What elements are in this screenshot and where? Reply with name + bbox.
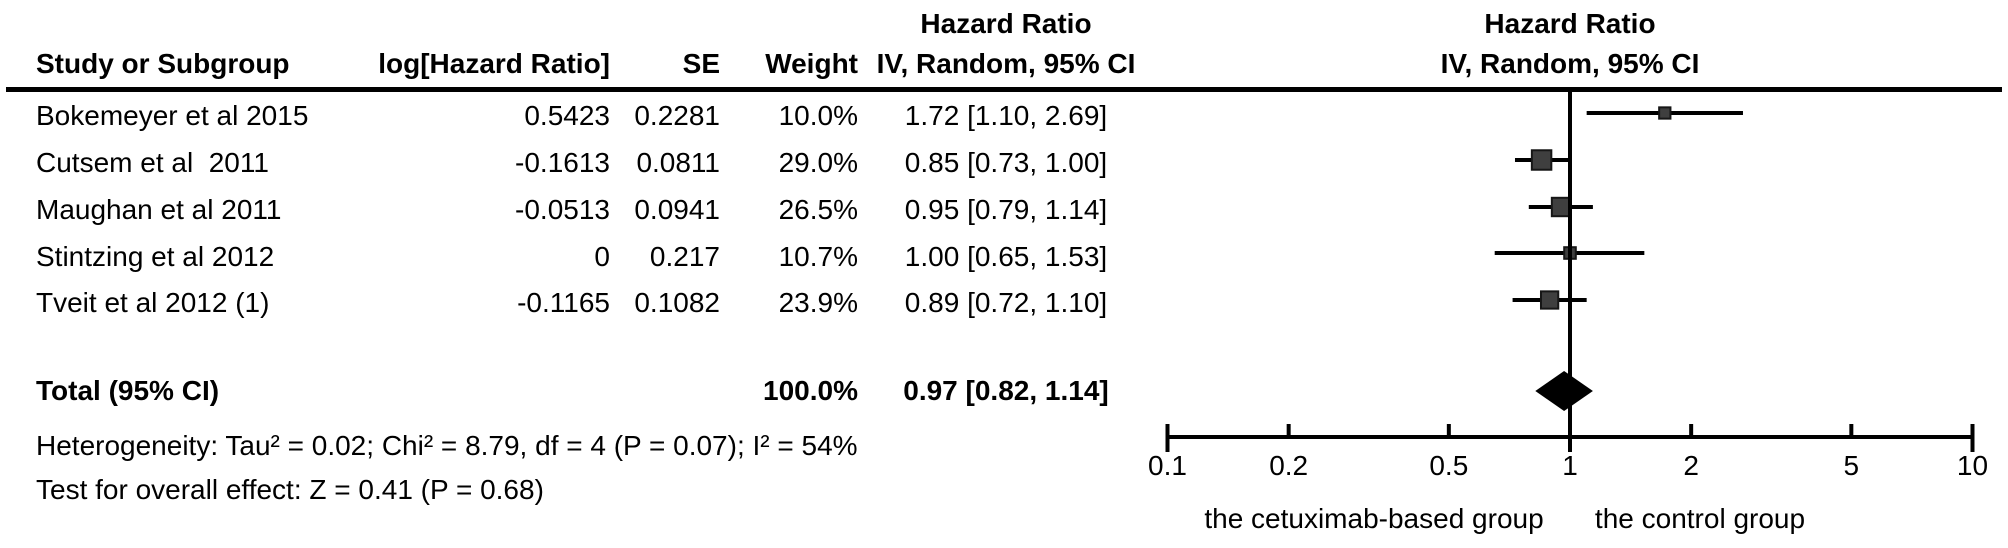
total-label: Total (95% CI): [36, 375, 220, 406]
weight-value: 10.0%: [778, 100, 858, 131]
hr-ci-value: 1.72 [1.10, 2.69]: [904, 100, 1108, 131]
total-weight: 100.0%: [763, 375, 858, 406]
hr-ci-value: 0.89 [0.72, 1.10]: [904, 287, 1108, 318]
log-hr-value: 0.5423: [524, 100, 610, 131]
total-hr-ci: 0.97 [0.82, 1.14]: [903, 375, 1109, 406]
table-effect-title: Hazard Ratio: [920, 8, 1092, 39]
col-header-weight: Weight: [765, 48, 858, 79]
log-hr-value: -0.1613: [515, 147, 610, 178]
favours-right-label: the control group: [1594, 503, 1806, 534]
axis-tick-label: 2: [1683, 450, 1699, 481]
summary-diamond: [1535, 371, 1593, 411]
axis-tick-label: 0.5: [1429, 450, 1469, 481]
study-name: Maughan et al 2011: [36, 194, 282, 225]
se-value: 0.2281: [634, 100, 720, 131]
plot-effect-title: Hazard Ratio: [1484, 8, 1656, 39]
header-rule: [6, 87, 2002, 92]
effect-square: [1550, 196, 1572, 218]
overall-effect-test: Test for overall effect: Z = 0.41 (P = 0…: [36, 474, 544, 505]
col-header-se: SE: [682, 48, 720, 79]
se-value: 0.0811: [636, 147, 720, 178]
hr-ci-value: 1.00 [0.65, 1.53]: [904, 241, 1108, 272]
weight-value: 26.5%: [778, 194, 858, 225]
effect-square: [1530, 149, 1553, 171]
axis-tick-label: 10: [1956, 450, 1989, 481]
axis-tick-label: 0.2: [1269, 450, 1309, 481]
plot-header-method: IV, Random, 95% CI: [1440, 48, 1700, 79]
favours-left-label: the cetuximab-based group: [1204, 503, 1544, 534]
weight-value: 29.0%: [778, 147, 858, 178]
effect-square: [1539, 290, 1560, 310]
axis-tick-label: 0.1: [1148, 450, 1187, 481]
log-hr-value: 0: [594, 241, 610, 272]
study-name: Tveit et al 2012 (1): [36, 287, 270, 318]
col-header-method: IV, Random, 95% CI: [876, 48, 1136, 79]
heterogeneity-stats: Heterogeneity: Tau² = 0.02; Chi² = 8.79,…: [36, 430, 858, 461]
log-hr-value: -0.0513: [515, 194, 610, 225]
se-value: 0.217: [649, 241, 720, 272]
study-name: Bokemeyer et al 2015: [36, 100, 309, 131]
study-name: Stintzing et al 2012: [36, 241, 275, 272]
hr-ci-value: 0.95 [0.79, 1.14]: [904, 194, 1108, 225]
se-value: 0.0941: [634, 194, 720, 225]
weight-value: 10.7%: [778, 241, 858, 272]
study-name: Cutsem et al 2011: [36, 147, 269, 178]
effect-square: [1658, 106, 1672, 120]
axis-tick-label: 1: [1562, 450, 1578, 481]
axis-tick-label: 5: [1843, 450, 1860, 481]
col-header-study: Study or Subgroup: [36, 48, 290, 79]
col-header-log-hr: log[Hazard Ratio]: [378, 48, 610, 79]
hr-ci-value: 0.85 [0.73, 1.00]: [904, 147, 1108, 178]
log-hr-value: -0.1165: [517, 287, 610, 318]
se-value: 0.1082: [634, 287, 720, 318]
weight-value: 23.9%: [778, 287, 858, 318]
